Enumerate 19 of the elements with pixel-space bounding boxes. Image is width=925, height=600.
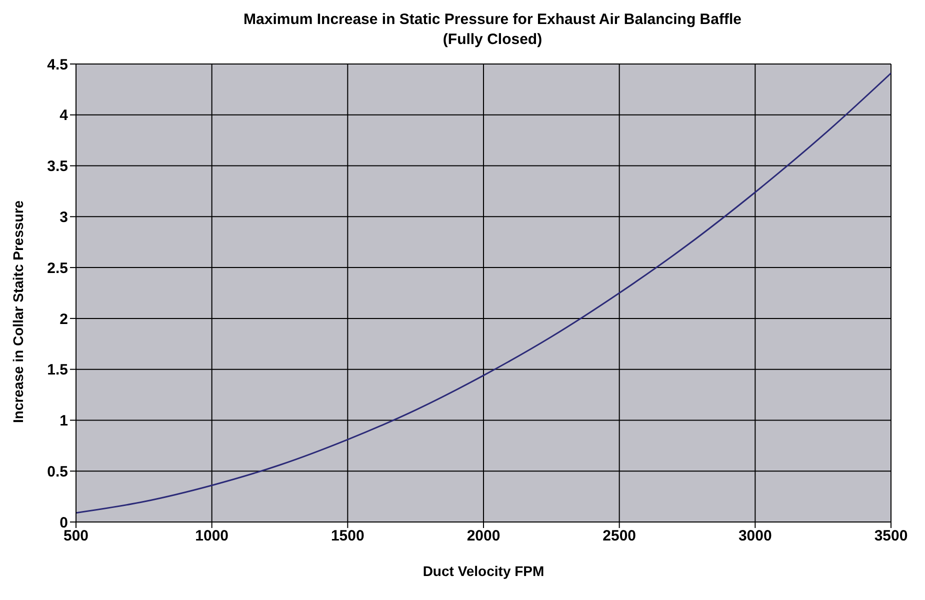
y-tick-label: 4.5 [47, 56, 68, 74]
y-tick-label: 2 [60, 310, 68, 328]
x-tick-label: 2000 [466, 528, 500, 545]
x-tick-label: 1500 [330, 528, 364, 545]
chart-title: Maximum Increase in Static Pressure for Exhaust Air Balancing Baffle [242, 10, 742, 30]
y-tick-label: 0.5 [47, 463, 68, 480]
y-tick-label: 2.5 [47, 260, 68, 277]
x-tick-label: 2500 [602, 528, 636, 545]
x-tick-label: 1000 [195, 528, 229, 545]
y-tick-label: 3 [60, 208, 68, 226]
x-tick-label: 3000 [738, 528, 772, 545]
y-tick-label: 3.5 [47, 158, 68, 176]
y-tick-label: 1.5 [47, 362, 68, 379]
y-axis-title: Increase in Collar Staitc Pressure [10, 200, 26, 423]
chart-subtitle: (Fully Closed) [442, 30, 544, 50]
y-tick-label: 4 [60, 107, 69, 124]
x-axis-title: Duct Velocity FPM [422, 563, 544, 579]
x-tick-label: 3500 [874, 528, 908, 545]
y-tick-label: 1 [60, 412, 68, 430]
